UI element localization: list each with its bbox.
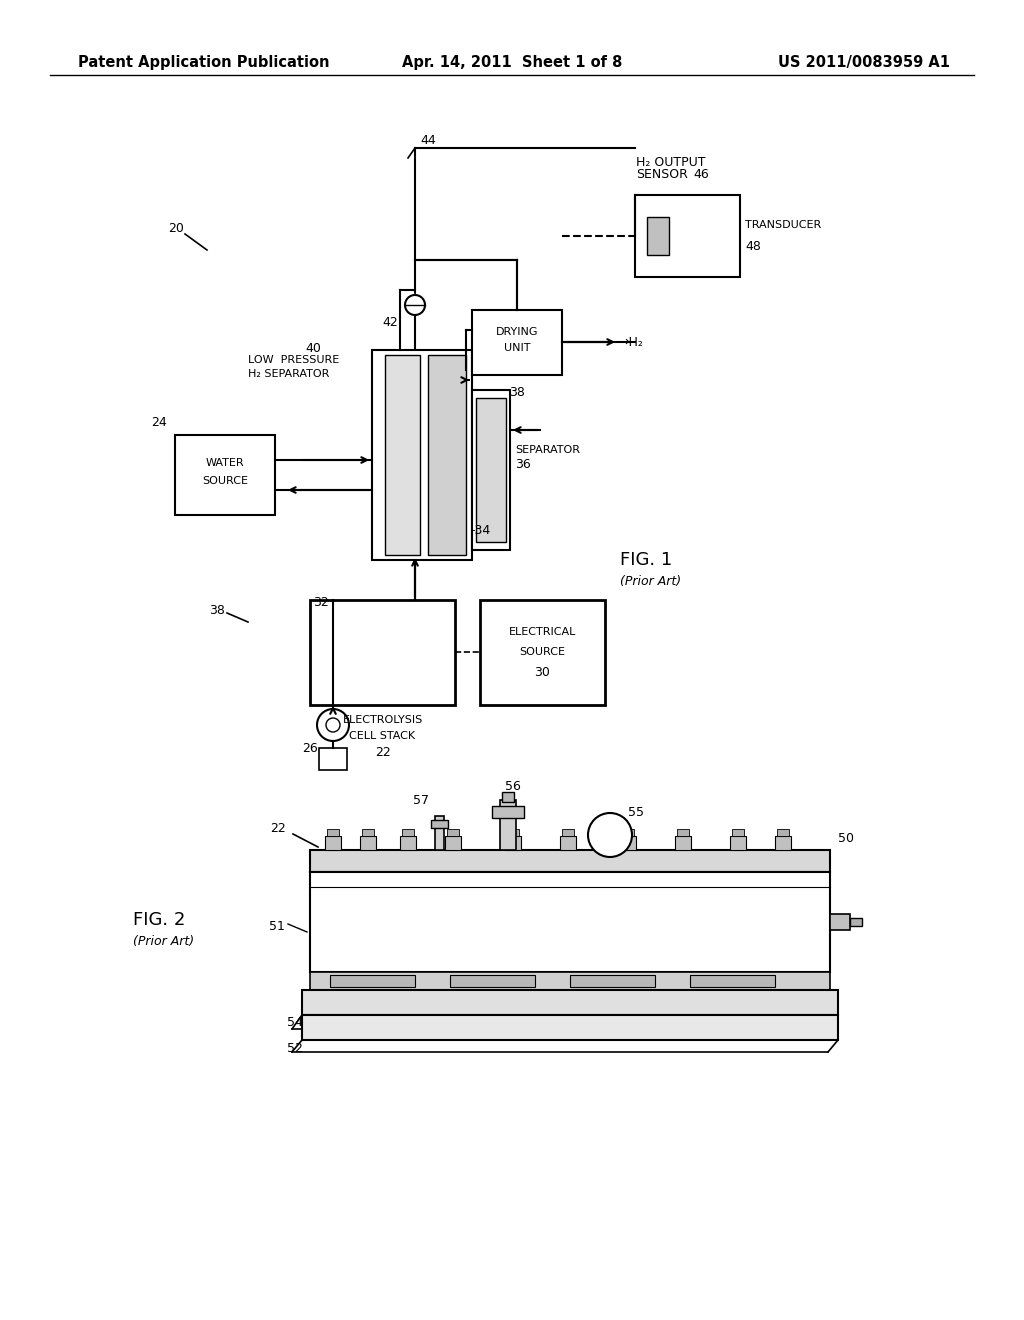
Bar: [360, 836, 376, 850]
Text: DRYING: DRYING: [496, 327, 539, 337]
Bar: [690, 975, 775, 987]
Text: LOW  PRESSURE: LOW PRESSURE: [248, 355, 339, 366]
Text: 30: 30: [535, 665, 551, 678]
Bar: [647, 216, 669, 255]
Bar: [502, 792, 514, 803]
Bar: [319, 748, 347, 770]
Text: FIG. 2: FIG. 2: [133, 911, 185, 929]
Bar: [622, 829, 634, 836]
Text: 24: 24: [152, 417, 167, 429]
Text: CELL STACK: CELL STACK: [349, 731, 416, 741]
Bar: [447, 829, 459, 836]
Bar: [472, 389, 510, 550]
Bar: [431, 820, 449, 828]
Text: (Prior Art): (Prior Art): [620, 576, 681, 589]
Text: 50: 50: [838, 832, 854, 845]
Text: (Prior Art): (Prior Art): [133, 936, 195, 949]
Bar: [492, 807, 524, 818]
Bar: [402, 829, 414, 836]
Text: SEPARATOR: SEPARATOR: [515, 445, 580, 455]
Bar: [445, 836, 461, 850]
Text: 55: 55: [628, 805, 644, 818]
Text: US 2011/0083959 A1: US 2011/0083959 A1: [778, 54, 950, 70]
Bar: [635, 195, 740, 277]
Text: 32: 32: [313, 597, 329, 610]
Bar: [507, 829, 519, 836]
Bar: [372, 350, 472, 560]
Text: 54: 54: [287, 1015, 303, 1028]
Bar: [480, 601, 605, 705]
Bar: [775, 836, 791, 850]
Bar: [562, 829, 574, 836]
Bar: [325, 836, 341, 850]
Bar: [310, 972, 830, 990]
Bar: [500, 800, 516, 850]
Circle shape: [588, 813, 632, 857]
Bar: [620, 836, 636, 850]
Text: 22: 22: [375, 746, 390, 759]
Bar: [730, 836, 746, 850]
Bar: [505, 836, 521, 850]
Text: WATER: WATER: [206, 458, 245, 469]
Bar: [330, 975, 415, 987]
Bar: [472, 310, 562, 375]
Text: 36: 36: [515, 458, 530, 471]
Text: SOURCE: SOURCE: [202, 477, 248, 486]
Text: Apr. 14, 2011  Sheet 1 of 8: Apr. 14, 2011 Sheet 1 of 8: [401, 54, 623, 70]
Bar: [400, 836, 416, 850]
Text: 38: 38: [209, 603, 225, 616]
Bar: [310, 601, 455, 705]
Bar: [560, 836, 575, 850]
Bar: [677, 829, 689, 836]
Bar: [830, 913, 850, 931]
Bar: [385, 355, 420, 554]
Bar: [435, 816, 444, 850]
Text: 20: 20: [168, 222, 184, 235]
Text: 38: 38: [509, 385, 525, 399]
Text: 56: 56: [505, 780, 521, 793]
Bar: [310, 850, 830, 873]
Bar: [732, 829, 744, 836]
Bar: [450, 975, 535, 987]
Text: 22: 22: [270, 821, 286, 834]
Text: 26: 26: [302, 742, 317, 755]
Bar: [302, 990, 838, 1015]
Bar: [175, 436, 275, 515]
Text: SOURCE: SOURCE: [519, 647, 565, 657]
Text: H₂ SEPARATOR: H₂ SEPARATOR: [248, 370, 330, 379]
Bar: [777, 829, 790, 836]
Bar: [570, 975, 655, 987]
Text: 51: 51: [269, 920, 285, 933]
Text: 44: 44: [420, 133, 436, 147]
Text: SENSOR: SENSOR: [636, 169, 688, 181]
Text: 48: 48: [745, 240, 761, 253]
Text: TRANSDUCER: TRANSDUCER: [745, 220, 821, 230]
Text: FIG. 1: FIG. 1: [620, 550, 672, 569]
Text: 46: 46: [693, 169, 709, 181]
Bar: [327, 829, 339, 836]
Text: 42: 42: [382, 317, 397, 330]
Text: 40: 40: [305, 342, 321, 355]
Text: →H₂: →H₂: [618, 335, 643, 348]
Text: Patent Application Publication: Patent Application Publication: [78, 54, 330, 70]
Bar: [476, 399, 506, 543]
Text: -34: -34: [470, 524, 490, 536]
Text: ELECTRICAL: ELECTRICAL: [509, 627, 577, 638]
Text: 52: 52: [287, 1041, 303, 1055]
Text: H₂ OUTPUT: H₂ OUTPUT: [636, 156, 706, 169]
Bar: [310, 873, 830, 972]
Text: UNIT: UNIT: [504, 343, 530, 352]
Bar: [675, 836, 691, 850]
Bar: [302, 1015, 838, 1040]
Bar: [362, 829, 374, 836]
Bar: [850, 917, 862, 927]
Text: ELECTROLYSIS: ELECTROLYSIS: [342, 715, 423, 725]
Bar: [428, 355, 466, 554]
Text: 57: 57: [413, 793, 429, 807]
